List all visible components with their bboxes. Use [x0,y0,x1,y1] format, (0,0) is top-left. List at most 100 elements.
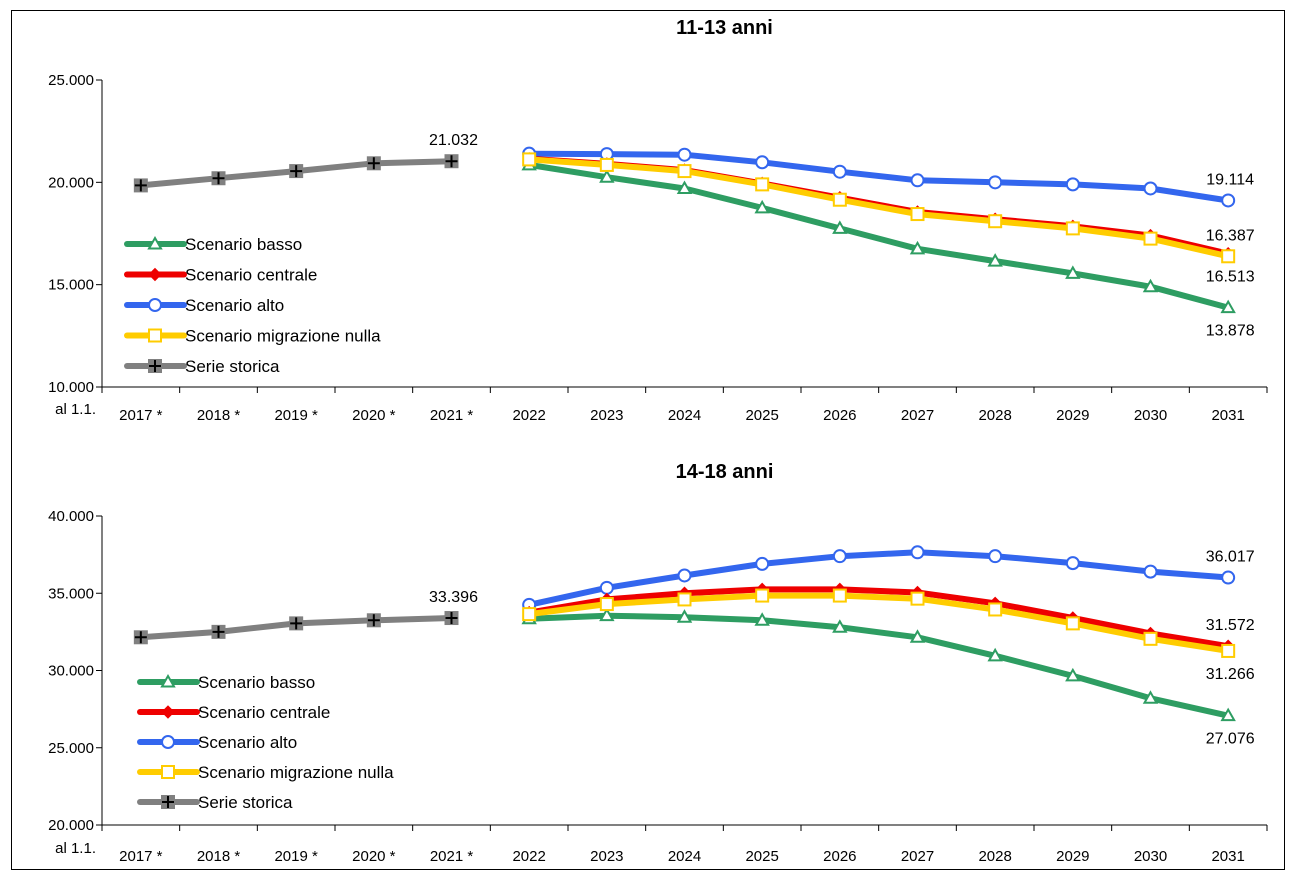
data-label-1: 16.387 [1206,227,1255,244]
data-point-scenario-alto-2 [1143,564,1158,579]
x-tick-label-2: 2022 [512,848,545,865]
series-line-scenario-migrazione-nulla-2 [526,592,1232,654]
data-point-scenario-basso-2 [909,629,926,643]
x-tick-label-1: 2029 [1056,407,1089,424]
data-point-scenario-migrazione-nulla-1 [988,214,1003,229]
x-tick-label-2: 2028 [978,848,1011,865]
x-tick-label-1: 2028 [978,407,1011,424]
data-point-scenario-alto-2 [599,580,614,595]
data-point-scenario-migrazione-nulla-1 [1065,221,1080,236]
legend-marker-scenario-basso-1 [147,235,163,250]
data-point-scenario-basso-2 [1142,690,1159,704]
data-point-scenario-basso-2 [832,619,848,633]
x-tick-label-2: 2027 [901,848,934,865]
data-label-1: 19.114 [1206,171,1254,188]
data-label-2: 31.266 [1206,666,1255,683]
x-tick-label-2: 2023 [590,848,623,865]
chart-title-1: 11-13 anni [676,17,773,39]
series-line-scenario-basso-2 [526,612,1232,719]
x-tick-label-2: 2031 [1211,848,1244,865]
y-tick-label-2: 20.000 [48,817,94,834]
x-tick-label-2: 2021 * [430,848,474,865]
data-point-scenario-migrazione-nulla-2 [599,597,614,612]
data-point-scenario-alto-1 [910,173,925,188]
series-line-scenario-migrazione-nulla-1 [526,156,1232,260]
data-point-scenario-basso-2 [1220,707,1236,722]
data-point-scenario-basso-1 [909,240,926,255]
x-tick-label-2: 2024 [668,848,701,865]
y-tick-label-2: 25.000 [48,740,94,757]
x-tick-label-2: 2020 * [352,848,396,865]
data-point-scenario-basso-1 [1220,299,1236,314]
data-point-scenario-migrazione-nulla-1 [1221,249,1236,264]
y-tick-label-1: 10.000 [48,379,94,396]
data-point-serie-storica-2-cross [367,614,380,627]
legend-marker-scenario-migrazione-nulla-1 [148,328,162,343]
y-tick-label-1: 25.000 [48,72,94,89]
data-point-scenario-migrazione-nulla-1 [832,192,847,207]
x-tick-label-1: 2031 [1211,407,1244,424]
data-point-scenario-alto-2 [1221,570,1236,585]
data-point-scenario-basso-1 [832,220,848,234]
data-point-scenario-migrazione-nulla-2 [1065,616,1080,631]
y-tick-label-2: 35.000 [48,585,94,602]
x-tick-label-1: 2024 [668,407,701,424]
data-point-scenario-migrazione-nulla-2 [832,588,847,603]
data-point-scenario-migrazione-nulla-1 [1143,231,1158,246]
legend-label-serie-storica-1: Serie storica [185,357,280,376]
data-label-1: 21.032 [429,132,478,149]
data-point-scenario-migrazione-nulla-2 [522,607,537,622]
data-point-scenario-basso-1 [676,180,693,194]
x-tick-label-1: 2021 * [430,407,474,424]
legend-label-scenario-basso-2: Scenario basso [198,673,315,692]
x-tick-label-1: 2025 [745,407,778,424]
data-point-scenario-basso-1 [754,199,770,214]
data-label-1: 16.513 [1206,269,1255,286]
data-point-scenario-alto-2 [988,549,1003,564]
data-point-serie-storica-1-cross [212,172,225,185]
series-line-scenario-alto-2 [526,549,1232,608]
chart-panel-2: 14-18 anni 20.000 25.000 30.000 35.000 40.000… [48,461,1268,865]
legend-marker-scenario-migrazione-nulla-2 [161,765,175,779]
legend-marker-scenario-alto-1 [148,298,162,312]
data-point-scenario-alto-2 [910,545,925,560]
data-point-scenario-alto-2 [1065,556,1080,571]
data-point-serie-storica-2-cross [212,625,225,638]
data-point-scenario-basso-2 [676,609,693,623]
legend-marker-scenario-alto-2 [161,735,175,749]
x-tick-label-2: 2017 * [119,848,163,865]
x-tick-label-1: 2030 [1134,407,1167,424]
data-point-scenario-alto-2 [832,549,847,564]
series-line-scenario-centrale-2 [526,586,1232,650]
legend-label-scenario-centrale-1: Scenario centrale [185,266,317,285]
legend-label-scenario-alto-2: Scenario alto [198,733,297,752]
x-prefix-label-2: al 1.1. [55,840,96,857]
data-point-scenario-alto-1 [1143,181,1158,196]
y-tick-label-2: 30.000 [48,663,94,680]
data-point-scenario-migrazione-nulla-2 [755,588,770,603]
data-point-scenario-migrazione-nulla-1 [755,177,770,192]
data-label-1: 13.878 [1206,323,1255,340]
data-label-2: 36.017 [1206,549,1255,566]
legend-label-scenario-migrazione-nulla-1: Scenario migrazione nulla [185,327,381,346]
legend-marker-serie-storica-2-cross [162,796,174,808]
legend-label-serie-storica-2: Serie storica [198,793,293,812]
data-point-scenario-alto-1 [677,147,692,162]
x-tick-label-1: 2018 * [197,407,241,424]
legend-label-scenario-centrale-2: Scenario centrale [198,703,330,722]
data-point-scenario-alto-1 [1221,193,1236,208]
data-label-2: 31.572 [1206,617,1255,634]
x-tick-label-1: 2020 * [352,407,396,424]
data-point-scenario-migrazione-nulla-2 [1221,643,1236,658]
y-tick-label-1: 20.000 [48,174,94,191]
data-point-scenario-alto-1 [1065,177,1080,192]
data-point-scenario-migrazione-nulla-2 [1143,631,1158,646]
x-tick-label-2: 2026 [823,848,856,865]
legend-label-scenario-migrazione-nulla-2: Scenario migrazione nulla [198,763,394,782]
chart-title-2: 14-18 anni [676,461,774,483]
legend-marker-scenario-basso-2 [160,673,176,688]
x-tick-label-2: 2025 [745,848,778,865]
data-point-scenario-alto-2 [755,556,770,571]
x-tick-label-2: 2029 [1056,848,1089,865]
legend-marker-scenario-centrale-2 [161,705,175,719]
